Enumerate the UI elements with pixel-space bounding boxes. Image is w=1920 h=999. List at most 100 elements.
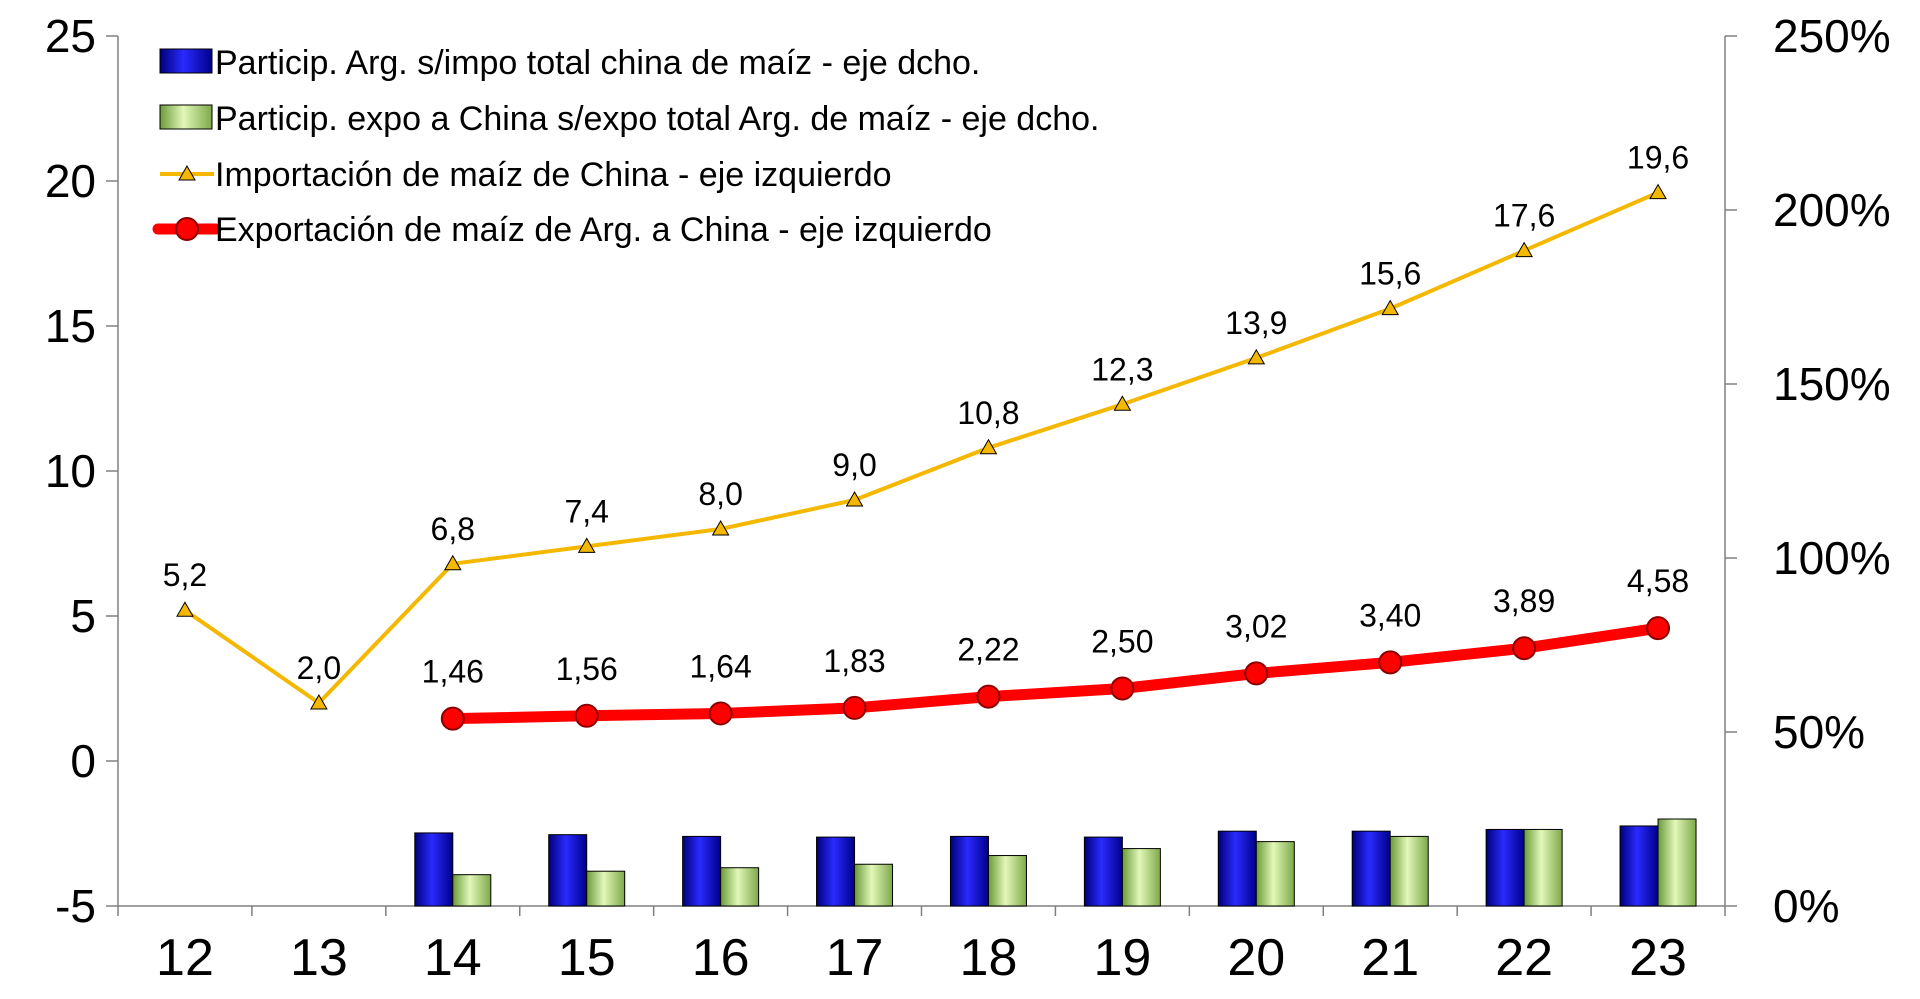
export-point-23 (1646, 616, 1671, 641)
legend-label-2: Importación de maíz de China - eje izqui… (215, 156, 892, 194)
legend: Particip. Arg. s/impo total china de maí… (152, 44, 1099, 249)
left-axis-tick-label: 0 (70, 735, 96, 787)
bars (414, 818, 1697, 907)
bar-impo-share-14 (414, 832, 454, 907)
legend-marker-2 (178, 164, 196, 181)
x-axis-tick-label: 17 (826, 929, 884, 987)
bar-impo-share-16 (682, 835, 722, 907)
x-axis-tick-label: 14 (424, 929, 482, 987)
export-point-20 (1244, 661, 1269, 686)
right-axis-tick-label: 0% (1773, 880, 1839, 932)
legend-marker-3 (175, 217, 199, 241)
import-point-15 (577, 537, 596, 553)
export-data-label-18: 2,22 (957, 632, 1019, 668)
bar-impo-share-18 (949, 835, 989, 907)
left-axis-tick-label: 25 (45, 10, 96, 62)
import-data-label-14: 6,8 (431, 511, 475, 547)
x-axis-tick-label: 19 (1093, 929, 1151, 987)
bar-expo-share-14 (452, 874, 492, 907)
right-axis-tick-label: 50% (1773, 706, 1865, 758)
x-axis-tick-label: 18 (960, 929, 1018, 987)
left-axis-tick-label: 5 (70, 590, 96, 642)
import-data-label-15: 7,4 (564, 493, 608, 529)
export-data-label-23: 4,58 (1627, 563, 1689, 599)
bar-impo-share-23 (1619, 825, 1659, 907)
left-axis-tick-label: -5 (55, 880, 96, 932)
bar-expo-share-23 (1657, 818, 1697, 907)
x-axis-tick-label: 22 (1495, 929, 1553, 987)
export-data-label-21: 3,40 (1359, 597, 1421, 633)
export-point-19 (1110, 676, 1135, 701)
import-point-13 (310, 693, 328, 710)
bar-expo-share-20 (1255, 841, 1295, 907)
export-point-22 (1512, 636, 1537, 661)
legend-swatch-0 (159, 48, 213, 74)
legend-swatch-1 (159, 104, 213, 130)
left-axis-tick-label: 10 (45, 445, 96, 497)
legend-label-1: Particip. expo a China s/expo total Arg.… (215, 100, 1099, 138)
import-line (182, 190, 1661, 705)
export-data-label-15: 1,56 (556, 651, 618, 687)
import-point-12 (176, 601, 194, 617)
export-data-label-20: 3,02 (1225, 608, 1287, 644)
bar-expo-share-19 (1121, 848, 1161, 907)
import-data-label-16: 8,0 (698, 476, 742, 512)
right-axis-tick-label: 200% (1773, 184, 1891, 236)
left-axis-tick-label: 15 (45, 300, 96, 352)
x-axis-tick-label: 23 (1629, 929, 1687, 987)
import-point-14 (443, 554, 462, 571)
export-point-21 (1378, 650, 1403, 675)
bar-impo-share-17 (816, 836, 856, 907)
bar-expo-share-18 (987, 855, 1027, 907)
bar-impo-share-15 (548, 834, 588, 907)
import-data-label-23: 19,6 (1627, 140, 1689, 176)
bar-expo-share-16 (720, 867, 760, 907)
import-point-20 (1247, 348, 1266, 365)
import-point-19 (1113, 395, 1132, 411)
export-line (447, 622, 1664, 725)
export-data-label-16: 1,64 (689, 648, 751, 684)
x-axis-tick-label: 13 (290, 929, 348, 987)
bar-impo-share-19 (1083, 836, 1123, 907)
lines (176, 183, 1671, 731)
x-axis-tick-label: 20 (1227, 929, 1285, 987)
import-point-23 (1649, 183, 1667, 200)
data-labels: 5,2 2,0 6,8 7,4 8,0 9,0 10,8 12,3 13,9 15,6 17,6 19… (163, 140, 1689, 690)
right-axis-tick-label: 150% (1773, 358, 1891, 410)
bar-expo-share-21 (1389, 835, 1429, 907)
import-data-label-18: 10,8 (957, 395, 1019, 431)
export-point-14 (440, 706, 465, 731)
legend-label-0: Particip. Arg. s/impo total china de maí… (215, 44, 980, 82)
x-axis-tick-label: 21 (1361, 929, 1419, 987)
export-data-label-19: 2,50 (1091, 624, 1153, 660)
import-point-18 (979, 438, 998, 455)
import-point-21 (1381, 299, 1400, 316)
export-data-label-22: 3,89 (1493, 583, 1555, 619)
bar-expo-share-22 (1523, 828, 1563, 907)
export-point-17 (842, 695, 867, 720)
bar-expo-share-15 (586, 870, 626, 907)
bar-impo-share-21 (1351, 830, 1391, 907)
import-data-label-20: 13,9 (1225, 305, 1287, 341)
bar-impo-share-20 (1217, 830, 1257, 907)
right-axis-tick-label: 250% (1773, 10, 1891, 62)
import-point-16 (711, 519, 730, 536)
export-point-18 (976, 684, 1001, 709)
bar-expo-share-17 (854, 863, 894, 907)
right-axis-tick-label: 100% (1773, 532, 1891, 584)
import-data-label-19: 12,3 (1091, 351, 1153, 387)
export-data-label-17: 1,83 (823, 643, 885, 679)
import-data-label-12: 5,2 (163, 557, 207, 593)
left-axis-tick-label: 20 (45, 155, 96, 207)
bar-impo-share-22 (1485, 828, 1525, 907)
export-point-16 (708, 701, 733, 726)
import-data-label-13: 2,0 (297, 650, 341, 686)
import-point-17 (845, 490, 864, 507)
export-data-label-14: 1,46 (422, 654, 484, 690)
x-axis-tick-label: 16 (692, 929, 750, 987)
import-point-22 (1515, 241, 1533, 258)
legend-label-3: Exportación de maíz de Arg. a China - ej… (215, 211, 992, 249)
export-point-15 (574, 703, 599, 728)
